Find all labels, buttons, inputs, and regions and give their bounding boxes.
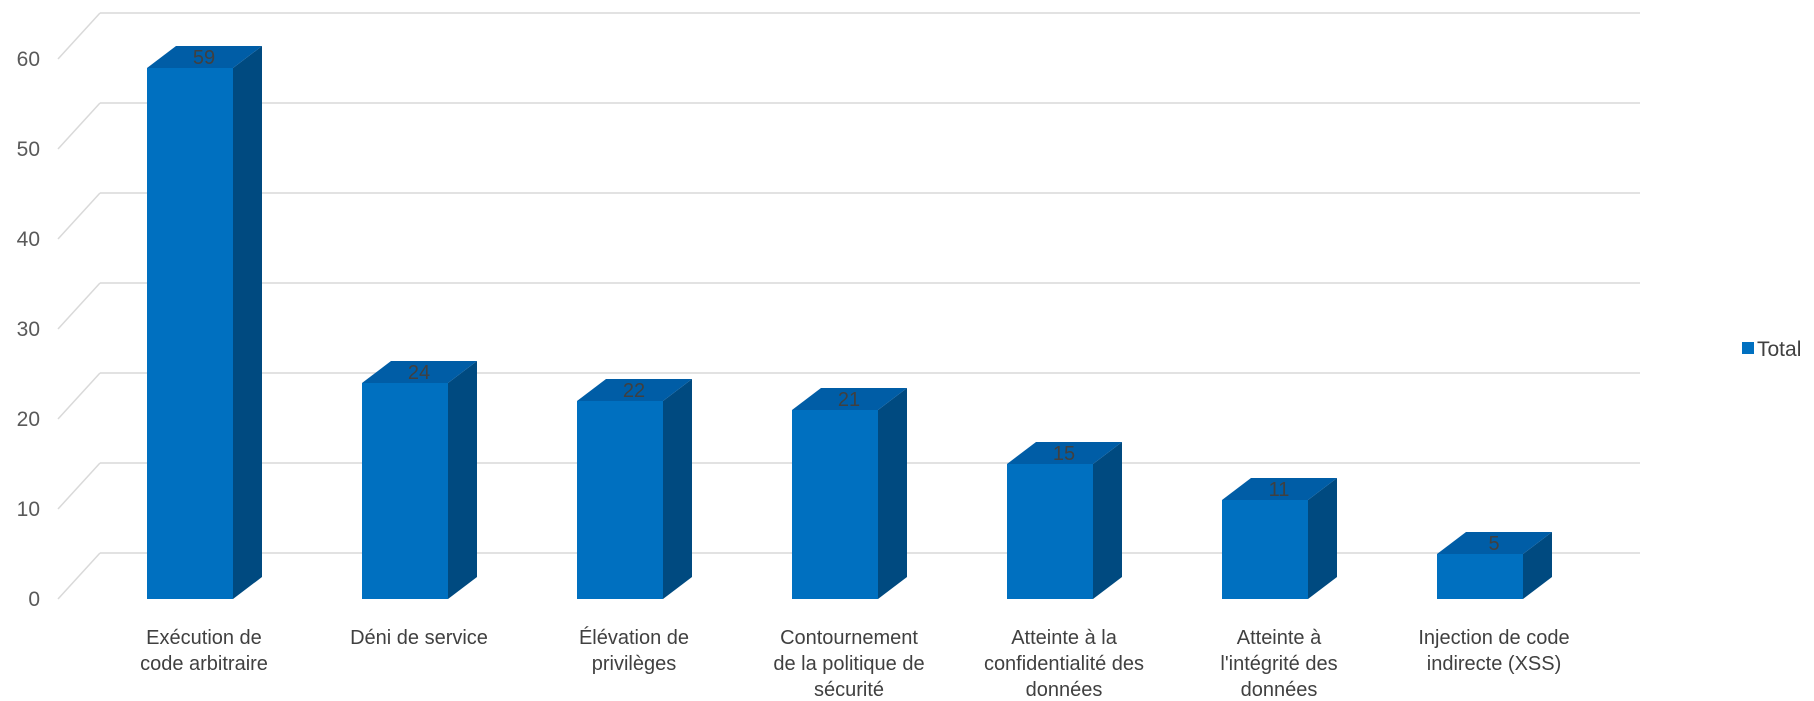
data-label: 11 xyxy=(1269,479,1290,501)
gridline-wall xyxy=(57,102,101,150)
bar-front xyxy=(1222,500,1308,599)
bar-side xyxy=(1308,478,1337,599)
bar-side xyxy=(878,388,907,599)
x-axis: Exécution de code arbitraire Déni de servi… xyxy=(140,626,1570,701)
bar: 59 xyxy=(147,46,262,599)
y-tick-label: 30 xyxy=(17,318,40,341)
gridline-wall xyxy=(57,462,101,510)
bar-top xyxy=(577,379,692,401)
bar-front xyxy=(1007,464,1093,599)
bar-top xyxy=(362,361,477,383)
bar-top xyxy=(1437,532,1552,554)
gridline-wall xyxy=(57,372,101,420)
y-tick-label: 0 xyxy=(28,588,40,611)
y-tick-label: 60 xyxy=(17,48,40,71)
bar-side xyxy=(1093,442,1122,599)
bar-front xyxy=(147,68,233,599)
y-tick-label: 50 xyxy=(17,138,40,161)
gridline-wall xyxy=(57,282,101,330)
bar-side xyxy=(233,46,262,599)
bar-front xyxy=(792,410,878,599)
bar-top xyxy=(792,388,907,410)
bar-side xyxy=(1523,532,1552,599)
x-tick-label: Contournement de la politique de sécurité xyxy=(773,627,924,701)
x-tick-label: Injection de code indirecte (XSS) xyxy=(1418,627,1569,675)
bar: 22 xyxy=(577,379,692,599)
data-label: 24 xyxy=(408,362,430,384)
bar: 24 xyxy=(362,361,477,599)
x-tick-label: Exécution de code arbitraire xyxy=(140,627,268,675)
bars: 59 24 22 21 15 11 5 xyxy=(147,46,1552,599)
gridline-wall xyxy=(57,192,101,240)
legend: Total xyxy=(1742,338,1801,361)
bar: 15 xyxy=(1007,442,1122,599)
bar-front xyxy=(577,401,663,599)
x-tick-label: Atteinte à l'intégrité des données xyxy=(1220,627,1337,701)
data-label: 59 xyxy=(193,47,215,69)
gridline-wall xyxy=(57,12,101,60)
gridlines xyxy=(57,12,1640,600)
legend-swatch-total xyxy=(1742,342,1754,354)
bar-side xyxy=(663,379,692,599)
bar-side xyxy=(448,361,477,599)
bar-front xyxy=(1437,554,1523,599)
data-label: 5 xyxy=(1488,533,1499,555)
bar: 11 xyxy=(1222,478,1337,599)
data-label: 21 xyxy=(838,389,860,411)
x-tick-label: Atteinte à la confidentialité des données xyxy=(984,627,1144,701)
data-label: 22 xyxy=(623,380,645,402)
gridline-wall xyxy=(57,552,101,600)
bar-top xyxy=(1007,442,1122,464)
bar: 5 xyxy=(1437,532,1552,599)
y-axis: 0 10 20 30 40 50 60 xyxy=(17,48,40,611)
y-tick-label: 20 xyxy=(17,408,40,431)
y-tick-label: 40 xyxy=(17,228,40,251)
data-label: 15 xyxy=(1053,443,1075,465)
bar-front xyxy=(362,383,448,599)
x-tick-label: Élévation de privilèges xyxy=(579,626,689,675)
bar: 21 xyxy=(792,388,907,599)
bar-top xyxy=(147,46,262,68)
x-tick-label: Déni de service xyxy=(350,627,488,649)
bar-top xyxy=(1222,478,1337,500)
legend-label-total: Total xyxy=(1757,338,1801,361)
y-tick-label: 10 xyxy=(17,498,40,521)
